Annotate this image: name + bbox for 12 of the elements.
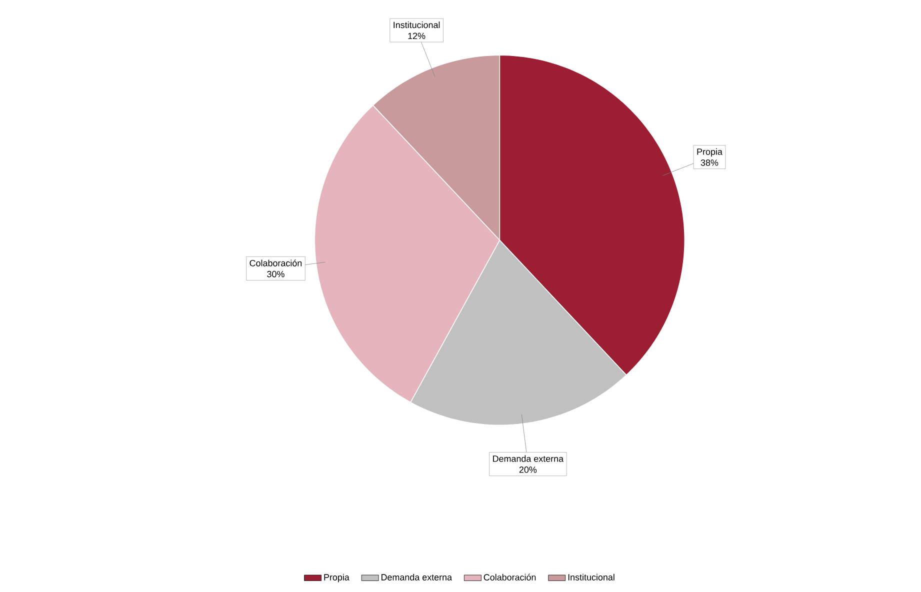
legend-label: Propia: [324, 574, 350, 582]
data-label: 38%: [700, 159, 718, 166]
data-label: 20%: [519, 466, 537, 473]
legend-label: Demanda externa: [381, 574, 452, 580]
slice-label: Demanda externa: [493, 455, 564, 462]
data-label: 30%: [267, 270, 284, 278]
slice-label: Colaboración: [250, 260, 302, 266]
legend-label: Institucional: [568, 574, 614, 580]
data-label: 12%: [408, 32, 426, 40]
legend-label: Colaboración: [484, 574, 536, 580]
slice-label: Propia: [697, 148, 722, 157]
slice-label: Institucional: [394, 22, 440, 28]
